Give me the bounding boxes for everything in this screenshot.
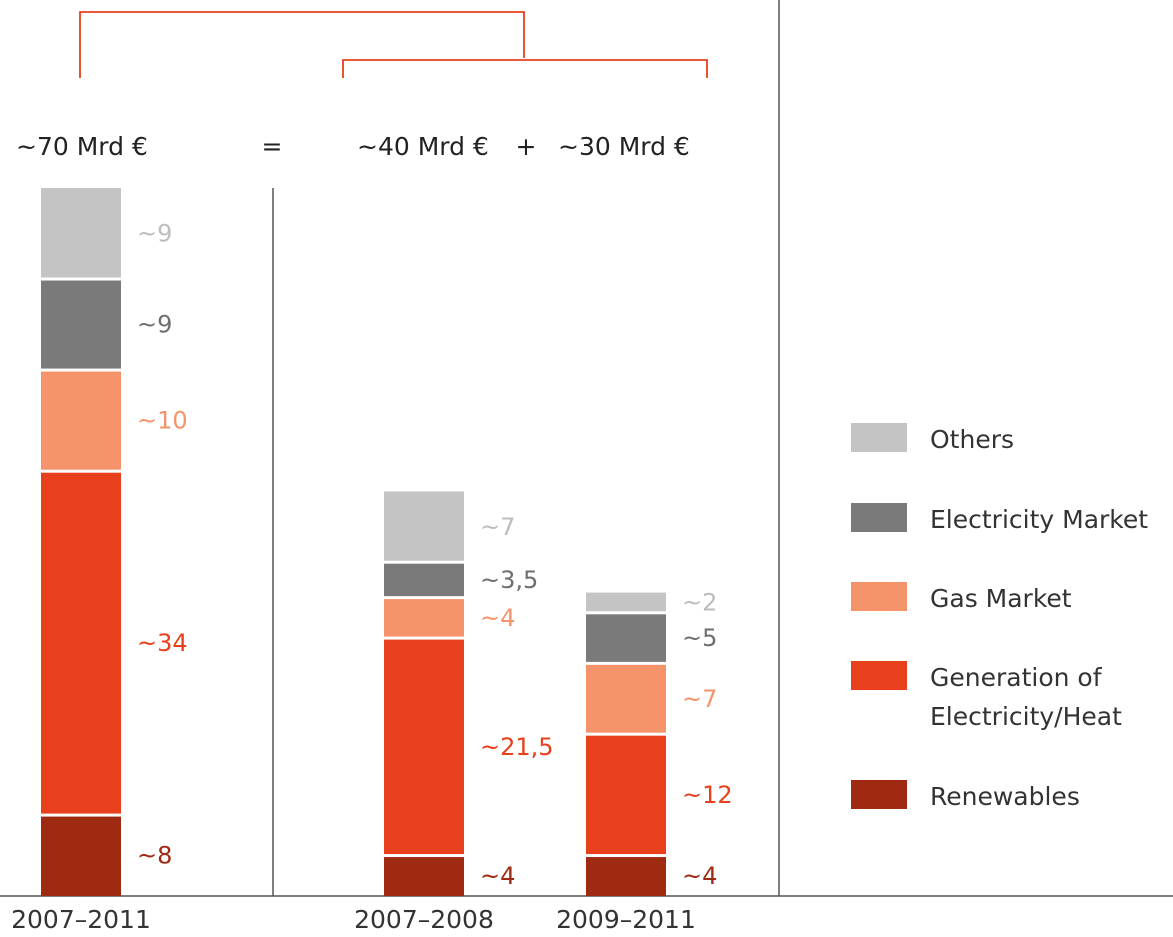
total-2007-2011: ~70 Mrd € bbox=[16, 132, 148, 161]
bar-renewables-2007-2008 bbox=[384, 857, 464, 896]
label-generation-of-electricity-heat-2007-2008: ~21,5 bbox=[480, 733, 554, 761]
bar-generation-of-electricity-heat-2007-2011 bbox=[41, 472, 121, 814]
category-label-2007-2008: 2007–2008 bbox=[354, 905, 494, 934]
legend-swatch-renewables bbox=[851, 780, 907, 809]
legend-swatch-generation-of-electricity-heat bbox=[851, 661, 907, 690]
label-others-2009-2011: ~2 bbox=[682, 589, 717, 617]
label-renewables-2007-2008: ~4 bbox=[480, 862, 515, 890]
label-gas-market-2007-2011: ~10 bbox=[137, 407, 188, 435]
bar-renewables-2009-2011 bbox=[586, 857, 666, 896]
legend-swatch-electricity-market bbox=[851, 503, 907, 532]
legend-label-gas-market: Gas Market bbox=[930, 584, 1072, 613]
legend-label-electricity-market: Electricity Market bbox=[930, 505, 1148, 534]
bar-electricity-market-2007-2008 bbox=[384, 563, 464, 597]
bar-gas-market-2009-2011 bbox=[586, 664, 666, 733]
legend-label-generation-of-electricity-heat: Generation of Electricity/Heat bbox=[930, 663, 1122, 731]
legend-label-renewables: Renewables bbox=[930, 782, 1080, 811]
bar-gas-market-2007-2008 bbox=[384, 599, 464, 637]
label-electricity-market-2007-2008: ~3,5 bbox=[480, 566, 538, 594]
legend-swatch-others bbox=[851, 423, 907, 452]
bracket-lower bbox=[342, 59, 708, 78]
plus-sign: + bbox=[516, 132, 537, 161]
label-electricity-market-2007-2011: ~9 bbox=[137, 311, 172, 339]
category-labels: 2007–2011 2007–2008 2009–2011 bbox=[11, 905, 696, 934]
label-renewables-2009-2011: ~4 bbox=[682, 862, 717, 890]
bar-generation-of-electricity-heat-2009-2011 bbox=[586, 735, 666, 855]
bar-electricity-market-2007-2011 bbox=[41, 280, 121, 369]
legend-swatch-gas-market bbox=[851, 582, 907, 611]
label-gas-market-2007-2008: ~4 bbox=[480, 604, 515, 632]
bar-others-2007-2011 bbox=[41, 188, 121, 278]
bar-renewables-2007-2011 bbox=[41, 816, 121, 896]
legend-label-others: Others bbox=[930, 425, 1014, 454]
segment-labels: ~8 ~34 ~10 ~9 ~9 ~4 ~21,5 ~4 ~3,5 ~7 ~4 ~12 ~7 ~5 ~2 bbox=[137, 220, 733, 890]
total-2009-2011: ~30 Mrd € bbox=[558, 132, 690, 161]
legend: Others Electricity Market Gas Market Genera… bbox=[851, 423, 1148, 811]
label-generation-of-electricity-heat-2009-2011: ~12 bbox=[682, 781, 733, 809]
label-generation-of-electricity-heat-2007-2011: ~34 bbox=[137, 629, 188, 657]
category-label-2009-2011: 2009–2011 bbox=[556, 905, 696, 934]
stacked-bars bbox=[41, 188, 666, 896]
bar-generation-of-electricity-heat-2007-2008 bbox=[384, 639, 464, 855]
total-2007-2008: ~40 Mrd € bbox=[357, 132, 489, 161]
label-electricity-market-2009-2011: ~5 bbox=[682, 624, 717, 652]
totals-row: ~70 Mrd € = ~40 Mrd € + ~30 Mrd € bbox=[16, 132, 690, 161]
bracket-upper bbox=[79, 11, 525, 78]
category-label-2007-2011: 2007–2011 bbox=[11, 905, 151, 934]
label-renewables-2007-2011: ~8 bbox=[137, 842, 172, 870]
bar-others-2009-2011 bbox=[586, 592, 666, 612]
label-gas-market-2009-2011: ~7 bbox=[682, 685, 717, 713]
bar-electricity-market-2009-2011 bbox=[586, 614, 666, 662]
bar-gas-market-2007-2011 bbox=[41, 371, 121, 470]
equals-sign: = bbox=[262, 132, 283, 161]
label-others-2007-2008: ~7 bbox=[480, 513, 515, 541]
bar-others-2007-2008 bbox=[384, 491, 464, 561]
label-others-2007-2011: ~9 bbox=[137, 220, 172, 248]
grouping-brackets bbox=[79, 11, 708, 78]
